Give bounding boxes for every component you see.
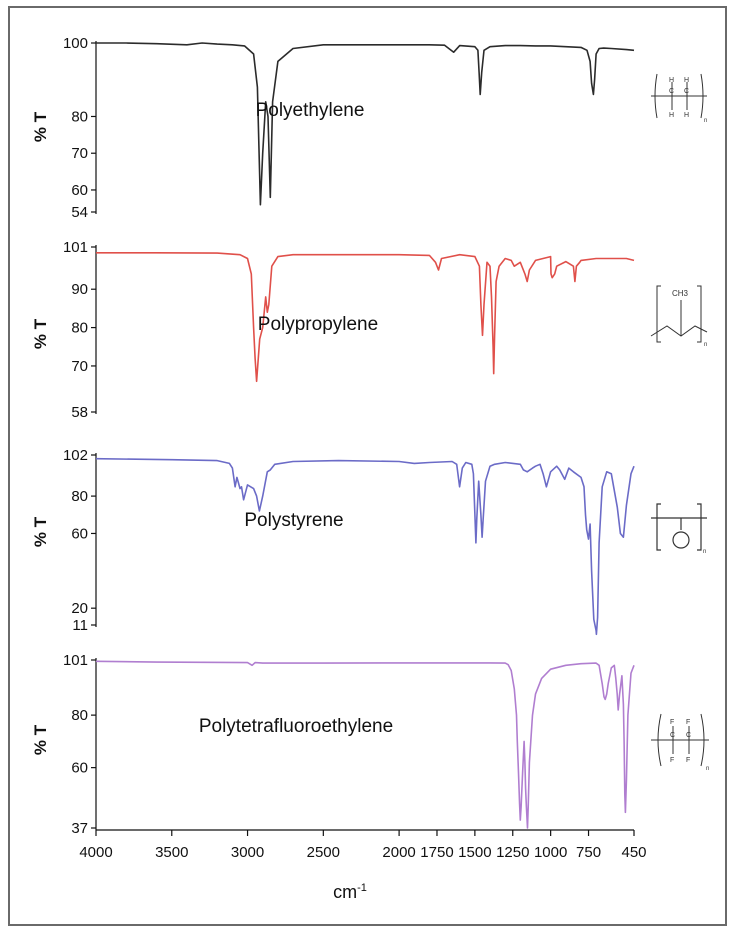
panel-polyethylene: 54 60 70 80 100 — [63, 35, 635, 221]
y-tick-label: 101 — [63, 239, 88, 256]
svg-text:CH3: CH3 — [672, 289, 689, 298]
panel-polypropylene: 58 70 80 90 101 — [63, 239, 635, 421]
svg-text:F: F — [670, 719, 674, 726]
y-axis-title-polyethylene: % T — [31, 111, 50, 142]
polypropylene-structure-icon: CH3 n — [650, 285, 707, 348]
x-tick-label: 1500 — [458, 844, 491, 861]
svg-text:C: C — [684, 88, 689, 95]
y-tick-label: 80 — [71, 320, 88, 337]
svg-text:n: n — [703, 549, 706, 555]
y-tick-label: 70 — [71, 358, 88, 375]
polyethylene-structure-icon: H H C C H H n — [651, 73, 707, 124]
x-tick-label: 1000 — [534, 844, 567, 861]
x-tick-label: 2000 — [382, 844, 415, 861]
y-tick-label: 80 — [71, 707, 88, 724]
x-tick-label: 2500 — [307, 844, 340, 861]
svg-text:n: n — [704, 342, 707, 348]
series-line-polypropylene — [96, 252, 635, 383]
series-label-polypropylene: Polypropylene — [258, 314, 378, 335]
y-tick-label: 60 — [71, 525, 88, 542]
y-tick-label: 101 — [63, 652, 88, 669]
y-tick-label: 80 — [71, 108, 88, 125]
ptfe-structure-icon: F F C C F F n — [651, 713, 709, 772]
y-tick-label: 90 — [71, 281, 88, 298]
y-tick-label: 20 — [71, 600, 88, 617]
x-tick-label: 750 — [576, 844, 601, 861]
panel-polytetrafluoroethylene: 37 60 80 101 — [63, 652, 635, 837]
x-tick-label: 3000 — [231, 844, 264, 861]
y-tick-label: 54 — [71, 204, 88, 221]
chart-frame — [8, 6, 727, 926]
svg-text:H: H — [669, 112, 674, 119]
series-line-polyethylene — [96, 42, 635, 206]
y-tick-label: 60 — [71, 760, 88, 777]
x-tick-label: 3500 — [155, 844, 188, 861]
y-tick-label: 80 — [71, 488, 88, 505]
svg-text:C: C — [670, 732, 675, 739]
svg-text:F: F — [670, 757, 674, 764]
y-tick-label: 70 — [71, 145, 88, 162]
series-label-polystyrene: Polystyrene — [244, 510, 343, 531]
series-label-polytetrafluoroethylene: Polytetrafluoroethylene — [199, 716, 393, 737]
svg-text:H: H — [684, 77, 689, 84]
x-tick-label: 1750 — [420, 844, 453, 861]
y-axis-title-polypropylene: % T — [31, 318, 50, 349]
svg-text:F: F — [686, 719, 690, 726]
y-axis-title-polystyrene: % T — [31, 516, 50, 547]
y-tick-label: 60 — [71, 182, 88, 199]
x-tick-label: 1250 — [496, 844, 529, 861]
svg-text:n: n — [704, 118, 707, 124]
svg-text:H: H — [684, 112, 689, 119]
series-line-polystyrene — [95, 457, 635, 636]
x-tick-label: 450 — [621, 844, 646, 861]
svg-text:n: n — [706, 766, 709, 772]
y-tick-label: 100 — [63, 35, 88, 52]
svg-text:C: C — [686, 732, 691, 739]
y-tick-label: 102 — [63, 447, 88, 464]
svg-text:H: H — [669, 77, 674, 84]
x-axis-title: cm-1 — [333, 882, 367, 902]
polystyrene-structure-icon: n — [651, 503, 707, 555]
series-label-polyethylene: Polyethylene — [256, 100, 365, 121]
x-tick-label: 4000 — [79, 844, 112, 861]
y-axis-title-polytetrafluoroethylene: % T — [31, 724, 50, 755]
svg-text:C: C — [669, 88, 674, 95]
svg-text:F: F — [686, 757, 690, 764]
y-tick-label: 58 — [71, 404, 88, 421]
series-line-polytetrafluoroethylene — [95, 660, 635, 829]
x-axis: 4000 3500 3000 2500 2000 1750 1500 1250 1000 750 4… — [79, 829, 647, 861]
y-tick-label: 11 — [72, 617, 88, 634]
y-tick-label: 37 — [71, 820, 88, 837]
